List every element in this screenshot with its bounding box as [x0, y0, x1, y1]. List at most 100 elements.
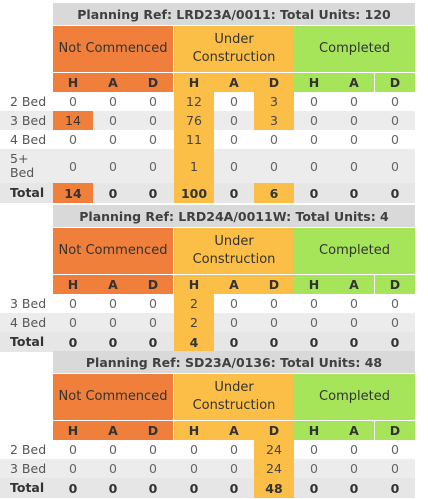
value-cell: 100: [174, 183, 214, 203]
value-cell: 0: [309, 185, 319, 201]
value-cell: 0: [350, 132, 358, 147]
row-label: Total: [10, 334, 45, 349]
value-cell: 0: [391, 158, 399, 174]
table-row: 2 Bed 0 0 0 12 0 3 0 0 0: [0, 92, 415, 111]
sub-header-cell: D: [375, 274, 415, 294]
value-cell: 0: [390, 185, 400, 201]
value-cell: 0: [309, 480, 319, 496]
value-cell: 0: [270, 315, 278, 330]
value-cell: 6: [254, 183, 294, 203]
value-cell: 24: [254, 440, 294, 459]
sub-header-cell: D: [254, 72, 294, 92]
value-cell: 0: [230, 158, 238, 174]
table-row: 3 Bed 0 0 0 2 0 0 0 0 0: [0, 294, 415, 313]
sub-header-cell: D: [254, 274, 294, 294]
sub-header-cell: H: [294, 72, 334, 92]
value-cell: 0: [69, 158, 77, 174]
value-cell: 0: [69, 442, 77, 457]
row-label: 2 Bed: [10, 93, 47, 109]
sub-header-cell: A: [334, 274, 374, 294]
value-cell: 0: [109, 132, 117, 147]
value-cell: 0: [270, 158, 278, 174]
value-cell: 0: [230, 132, 238, 147]
value-cell: 0: [230, 461, 238, 476]
value-cell: 0: [69, 94, 77, 109]
value-cell: 0: [350, 94, 358, 109]
group-header-completed: Completed: [294, 374, 415, 420]
value-cell: 0: [350, 113, 358, 128]
table-row: 4 Bed 0 0 0 2 0 0 0 0 0: [0, 313, 415, 332]
table-row: 3 Bed 0 0 0 0 0 24 0 0 0: [0, 459, 415, 478]
value-cell: 0: [391, 113, 399, 128]
value-cell: 0: [189, 480, 199, 496]
sub-header-cell: A: [214, 274, 254, 294]
planning-ref-title: Planning Ref: LRD24A/0011W: Total Units:…: [53, 205, 415, 228]
sub-header-cell: A: [334, 72, 374, 92]
value-cell: 0: [149, 158, 157, 174]
value-cell: 0: [350, 461, 358, 476]
value-cell: 0: [230, 315, 238, 330]
value-cell: 3: [254, 111, 294, 130]
sub-header-cell: H: [53, 274, 93, 294]
value-cell: 0: [149, 315, 157, 330]
value-cell: 0: [391, 132, 399, 147]
value-cell: 0: [310, 158, 318, 174]
value-cell: 0: [310, 132, 318, 147]
value-cell: 0: [391, 315, 399, 330]
row-label: Total: [10, 185, 45, 200]
sub-header-cell: A: [334, 420, 374, 440]
sub-header-cell: A: [93, 420, 133, 440]
value-cell: 0: [310, 315, 318, 330]
value-cell: 0: [350, 442, 358, 457]
value-cell: 0: [230, 442, 238, 457]
value-cell: 0: [148, 185, 158, 201]
value-cell: 0: [310, 94, 318, 109]
sub-header-cell: D: [133, 72, 173, 92]
value-cell: 0: [149, 296, 157, 311]
value-cell: 0: [349, 480, 359, 496]
total-row: Total 0 0 0 4 0 0 0 0 0: [0, 332, 415, 352]
sub-header-cell: H: [294, 420, 334, 440]
value-cell: 3: [254, 92, 294, 111]
sub-header-cell: H: [174, 420, 214, 440]
value-cell: 0: [391, 94, 399, 109]
sub-header-cell: H: [53, 72, 93, 92]
value-cell: 0: [149, 461, 157, 476]
value-cell: 0: [390, 480, 400, 496]
group-header-completed: Completed: [294, 228, 415, 274]
value-cell: 0: [310, 296, 318, 311]
value-cell: 0: [190, 461, 198, 476]
value-cell: 0: [190, 442, 198, 457]
value-cell: 0: [229, 334, 239, 350]
table-row: 5+ Bed 0 0 0 1 0 0 0 0 0: [0, 149, 415, 183]
value-cell: 14: [53, 183, 93, 203]
value-cell: 0: [149, 132, 157, 147]
value-cell: 0: [149, 113, 157, 128]
value-cell: 0: [69, 296, 77, 311]
value-cell: 76: [174, 111, 214, 130]
value-cell: 24: [254, 459, 294, 478]
value-cell: 0: [309, 334, 319, 350]
value-cell: 0: [108, 185, 118, 201]
value-cell: 0: [69, 132, 77, 147]
planning-ref-title: Planning Ref: SD23A/0136: Total Units: 4…: [53, 351, 415, 374]
value-cell: 0: [270, 132, 278, 147]
group-header-not-commenced: Not Commenced: [53, 374, 173, 420]
group-header-not-commenced: Not Commenced: [53, 228, 173, 274]
value-cell: 0: [391, 442, 399, 457]
value-cell: 0: [108, 334, 118, 350]
value-cell: 0: [68, 334, 78, 350]
sub-header-cell: D: [375, 420, 415, 440]
value-cell: 0: [349, 334, 359, 350]
value-cell: 0: [269, 334, 279, 350]
sub-header-cell: H: [53, 420, 93, 440]
group-header-completed: Completed: [294, 26, 415, 72]
value-cell: 2: [174, 294, 214, 313]
value-cell: 0: [68, 480, 78, 496]
value-cell: 0: [230, 113, 238, 128]
group-header-under-construction: Under Construction: [174, 228, 294, 274]
value-cell: 0: [310, 461, 318, 476]
group-header-not-commenced: Not Commenced: [53, 26, 173, 72]
sub-header-cell: A: [214, 420, 254, 440]
value-cell: 0: [350, 296, 358, 311]
